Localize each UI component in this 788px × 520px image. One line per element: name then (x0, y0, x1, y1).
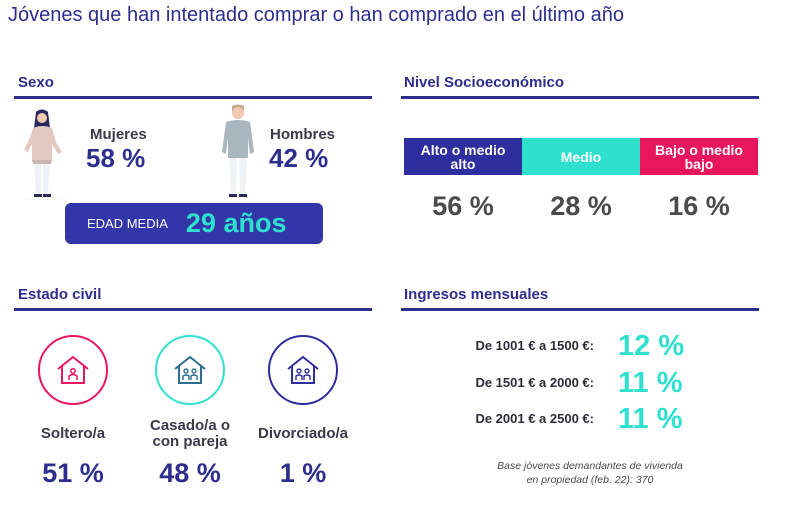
average-age-value: 29 años (185, 208, 287, 238)
section-divider (401, 96, 759, 99)
civil-single-circle (38, 335, 108, 405)
segment-bajo: Bajo o medio bajo (640, 138, 758, 175)
section-divider (14, 96, 372, 99)
civil-single-label: Soltero/a (40, 425, 106, 442)
man-figure-icon (222, 104, 254, 197)
civil-divorced-label: Divorciado/a (257, 425, 349, 442)
segment-medio: Medio (522, 138, 640, 175)
base-note-line-2: en propiedad (feb. 22): 370 (526, 474, 654, 486)
segment-bajo-label: Bajo o medio bajo (655, 141, 743, 172)
income-row-value: 11 % (618, 367, 683, 399)
segment-alto-value: 56 % (432, 191, 494, 221)
income-row-label: De 2001 € a 2500 €: (475, 411, 594, 426)
segment-alto-label: Alto o medio alto (420, 141, 506, 172)
civil-single-value: 51 % (42, 458, 104, 488)
average-age-box: EDAD MEDIA 29 años (65, 203, 323, 244)
civil-couple-label: Casado/a o con pareja (149, 417, 231, 450)
male-label: Hombres (270, 126, 336, 143)
male-value: 42 % (269, 143, 329, 173)
segment-medio-value: 28 % (550, 191, 612, 221)
income-row-label: De 1001 € a 1500 €: (475, 338, 594, 353)
base-note-line-1: Base jóvenes demandantes de vivienda (497, 460, 683, 472)
average-age-label: EDAD MEDIA (87, 216, 168, 231)
section-title-civil: Estado civil (18, 286, 102, 303)
section-divider (401, 308, 759, 311)
civil-couple-circle (155, 335, 225, 405)
section-divider (14, 308, 372, 311)
civil-divorced-value: 1 % (279, 458, 327, 488)
section-title-sexo: Sexo (18, 74, 54, 91)
section-title-ingresos: Ingresos mensuales (404, 286, 549, 303)
segment-bajo-value: 16 % (668, 191, 730, 221)
income-row-value: 11 % (618, 403, 683, 435)
house-couple-icon (174, 355, 206, 384)
income-row-label: De 1501 € a 2000 €: (475, 375, 594, 390)
female-label: Mujeres (90, 126, 147, 143)
base-note: Base jóvenes demandantes de vivienda en … (470, 459, 710, 487)
civil-couple-value: 48 % (159, 458, 221, 488)
income-row-value: 12 % (618, 330, 685, 362)
female-value: 58 % (86, 143, 146, 173)
civil-divorced-circle (268, 335, 338, 405)
woman-figure-icon (22, 109, 68, 200)
segment-alto: Alto o medio alto (404, 138, 522, 175)
house-single-icon (57, 355, 89, 384)
house-couple-icon (287, 355, 319, 384)
segment-medio-label: Medio (560, 148, 602, 165)
page-title: Jóvenes que han intentado comprar o han … (8, 4, 624, 26)
section-title-nivel: Nivel Socioeconómico (404, 74, 565, 91)
